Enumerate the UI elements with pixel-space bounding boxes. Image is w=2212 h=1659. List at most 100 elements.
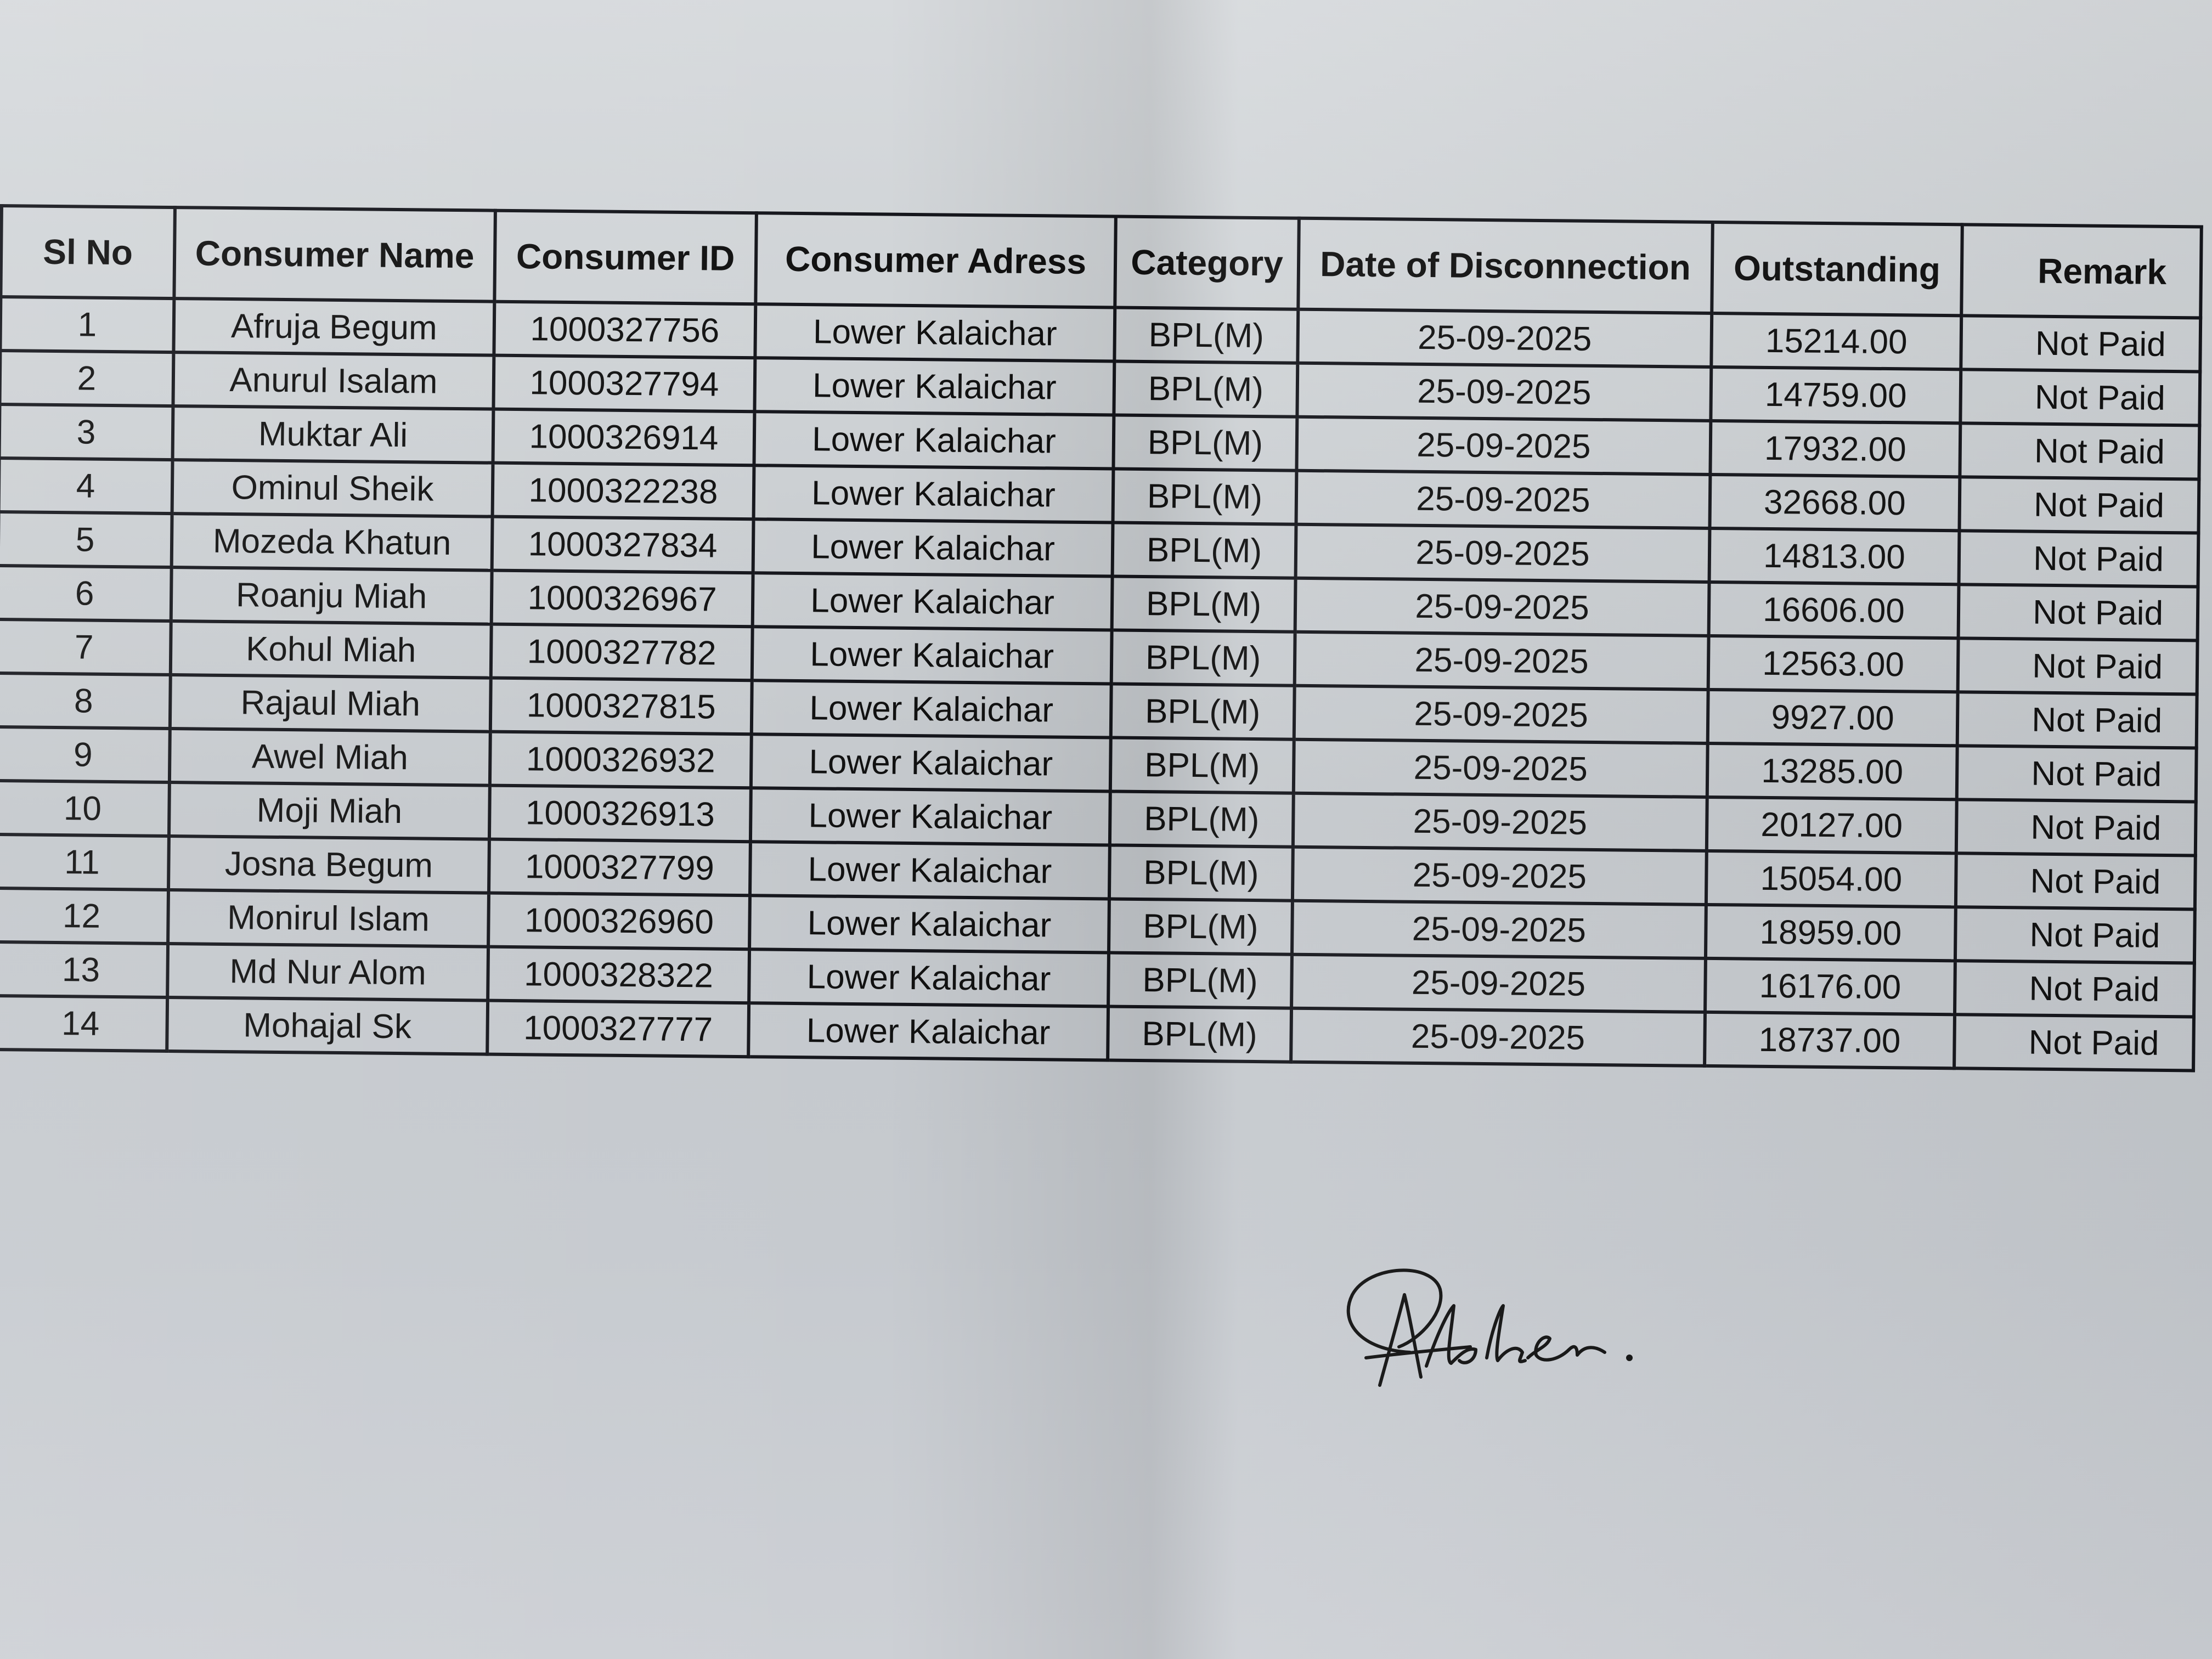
cell-outstanding: 17932.00	[1710, 420, 1961, 477]
cell-consumer-address: Lower Kalaichar	[749, 895, 1109, 953]
cell-remark: Not Paid	[1957, 638, 2198, 695]
cell-consumer-name: Josna Begum	[168, 836, 489, 893]
cell-outstanding: 15214.00	[1711, 313, 1962, 370]
cell-date-of-disconnection: 25-09-2025	[1294, 631, 1709, 690]
cell-date-of-disconnection: 25-09-2025	[1291, 954, 1706, 1012]
cell-consumer-id: 1000326960	[488, 893, 750, 950]
cell-category: BPL(M)	[1108, 899, 1293, 955]
cell-category: BPL(M)	[1108, 1006, 1292, 1062]
cell-consumer-name: Roanju Miah	[171, 567, 492, 624]
cell-consumer-address: Lower Kalaichar	[748, 1003, 1109, 1060]
cell-sl-no: 10	[0, 780, 170, 837]
cell-category: BPL(M)	[1110, 737, 1294, 793]
cell-outstanding: 20127.00	[1706, 797, 1957, 854]
cell-consumer-address: Lower Kalaichar	[752, 627, 1112, 684]
cell-consumer-address: Lower Kalaichar	[750, 788, 1110, 845]
cell-consumer-name: Monirul Islam	[168, 890, 489, 947]
cell-consumer-name: Rajaul Miah	[170, 675, 491, 732]
cell-consumer-id: 1000327815	[490, 678, 752, 735]
cell-sl-no: 3	[0, 404, 173, 460]
header-outstanding: Outstanding	[1712, 222, 1962, 316]
cell-consumer-address: Lower Kalaichar	[754, 358, 1115, 415]
cell-consumer-address: Lower Kalaichar	[749, 842, 1110, 899]
header-category: Category	[1115, 216, 1299, 309]
cell-date-of-disconnection: 25-09-2025	[1296, 470, 1711, 528]
cell-date-of-disconnection: 25-09-2025	[1293, 793, 1707, 851]
header-consumer-address: Consumer Adress	[755, 213, 1116, 308]
cell-remark: Not Paid	[1959, 531, 2199, 587]
header-sl-no: Sl No	[1, 206, 175, 299]
cell-outstanding: 32668.00	[1709, 474, 1960, 531]
cell-date-of-disconnection: 25-09-2025	[1297, 309, 1712, 367]
cell-sl-no: 4	[0, 458, 173, 514]
cell-consumer-id: 1000327782	[490, 624, 753, 681]
header-consumer-id: Consumer ID	[494, 210, 757, 304]
cell-consumer-id: 1000326914	[493, 409, 755, 466]
cell-category: BPL(M)	[1112, 522, 1296, 578]
cell-remark: Not Paid	[1956, 799, 2196, 856]
cell-outstanding: 16176.00	[1705, 958, 1955, 1015]
cell-outstanding: 18737.00	[1705, 1012, 1955, 1069]
cell-consumer-id: 1000326932	[489, 731, 752, 788]
cell-consumer-address: Lower Kalaichar	[751, 734, 1111, 792]
cell-consumer-name: Moji Miah	[168, 782, 490, 839]
cell-consumer-address: Lower Kalaichar	[751, 680, 1111, 738]
cell-consumer-address: Lower Kalaichar	[755, 304, 1115, 362]
cell-remark: Not Paid	[1959, 477, 2199, 533]
cell-outstanding: 14759.00	[1711, 366, 1961, 424]
cell-consumer-address: Lower Kalaichar	[754, 411, 1114, 469]
disconnection-table-container: Sl No Consumer Name Consumer ID Consumer Ad…	[0, 204, 2202, 1072]
cell-remark: Not Paid	[1957, 692, 2197, 748]
cell-outstanding: 13285.00	[1707, 743, 1957, 800]
cell-remark: Not Paid	[1960, 423, 2200, 479]
cell-consumer-id: 1000327777	[487, 1000, 749, 1057]
cell-date-of-disconnection: 25-09-2025	[1296, 416, 1711, 475]
cell-category: BPL(M)	[1114, 307, 1299, 363]
cell-category: BPL(M)	[1110, 684, 1295, 740]
cell-consumer-name: Afruja Begum	[173, 298, 495, 356]
cell-remark: Not Paid	[1955, 853, 2196, 910]
cell-category: BPL(M)	[1109, 791, 1294, 847]
cell-consumer-name: Anurul Isalam	[173, 352, 494, 409]
cell-remark: Not Paid	[1958, 584, 2198, 641]
cell-category: BPL(M)	[1111, 576, 1296, 632]
cell-consumer-name: Mozeda Khatun	[171, 514, 493, 571]
cell-sl-no: 1	[0, 297, 174, 353]
cell-category: BPL(M)	[1114, 361, 1298, 417]
cell-outstanding: 14813.00	[1709, 528, 1960, 585]
cell-consumer-id: 1000328322	[488, 946, 750, 1003]
cell-consumer-id: 1000327794	[493, 355, 755, 412]
cell-remark: Not Paid	[1956, 746, 2197, 802]
cell-outstanding: 12563.00	[1708, 635, 1959, 692]
cell-consumer-name: Md Nur Alom	[167, 944, 489, 1001]
cell-category: BPL(M)	[1113, 415, 1297, 471]
cell-category: BPL(M)	[1108, 952, 1292, 1008]
cell-remark: Not Paid	[1954, 1014, 2194, 1071]
cell-sl-no: 7	[0, 619, 171, 675]
cell-outstanding: 9927.00	[1707, 689, 1958, 746]
cell-sl-no: 11	[0, 834, 169, 890]
cell-consumer-address: Lower Kalaichar	[749, 949, 1109, 1007]
cell-sl-no: 13	[0, 941, 168, 997]
cell-consumer-name: Muktar Ali	[172, 406, 494, 463]
cell-date-of-disconnection: 25-09-2025	[1292, 847, 1707, 905]
cell-consumer-id: 1000327834	[492, 516, 754, 573]
cell-sl-no: 14	[0, 995, 168, 1051]
cell-category: BPL(M)	[1109, 845, 1293, 901]
header-date-of-disconnection: Date of Disconnection	[1298, 218, 1713, 313]
cell-date-of-disconnection: 25-09-2025	[1295, 524, 1710, 582]
cell-consumer-id: 1000326913	[489, 785, 751, 842]
header-consumer-name: Consumer Name	[174, 207, 495, 302]
cell-consumer-name: Ominul Sheik	[172, 460, 493, 517]
cell-consumer-id: 1000327799	[488, 839, 751, 896]
cell-sl-no: 2	[0, 351, 174, 407]
cell-category: BPL(M)	[1113, 469, 1297, 524]
cell-consumer-id: 1000326967	[491, 570, 753, 627]
cell-outstanding: 18959.00	[1705, 904, 1956, 961]
cell-category: BPL(M)	[1111, 630, 1295, 686]
cell-consumer-name: Kohul Miah	[170, 621, 492, 678]
cell-sl-no: 8	[0, 673, 171, 729]
cell-date-of-disconnection: 25-09-2025	[1291, 900, 1706, 958]
cell-sl-no: 12	[0, 888, 169, 944]
cell-consumer-name: Awel Miah	[169, 729, 490, 786]
